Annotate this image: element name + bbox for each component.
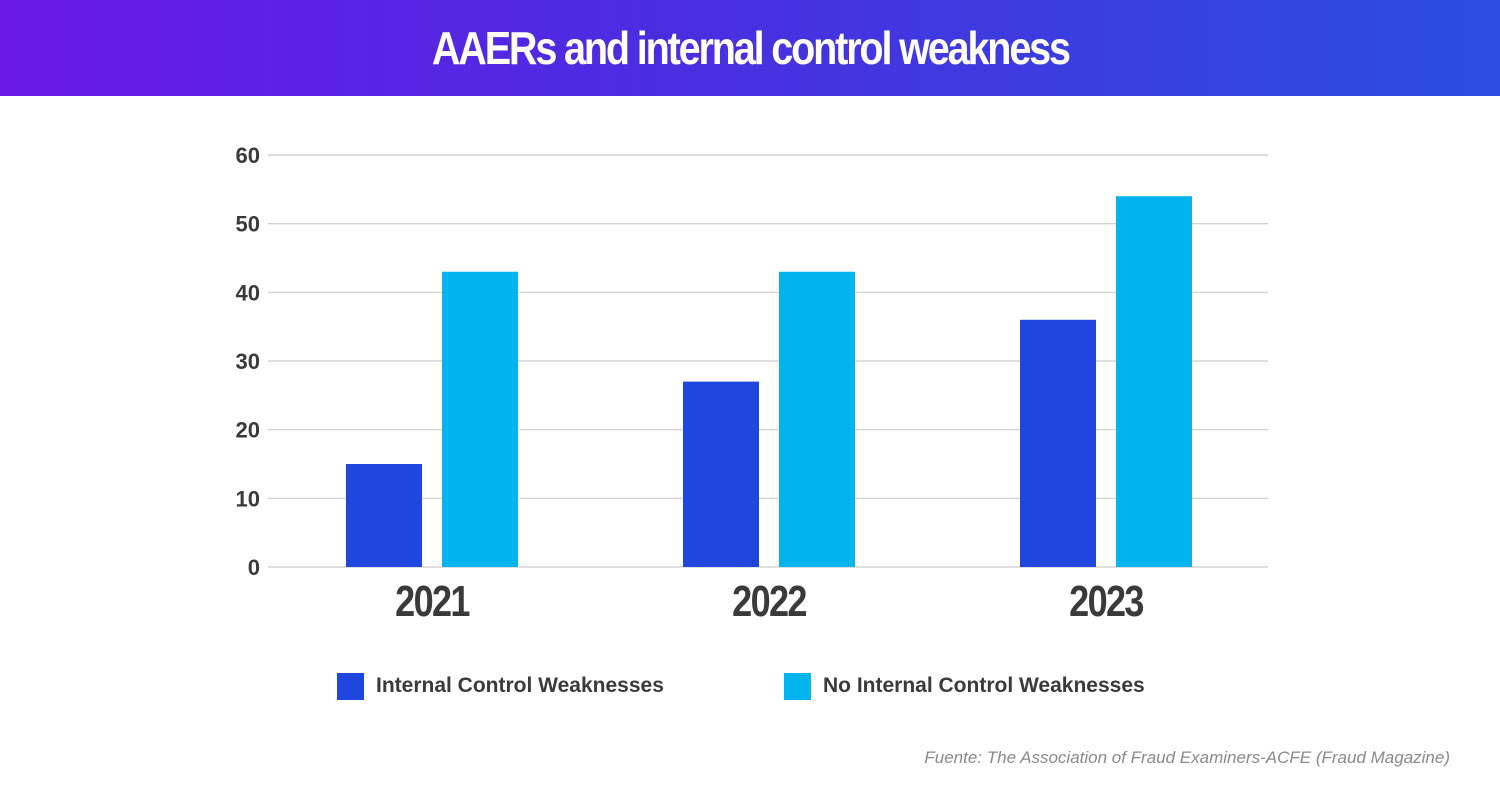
legend-swatch-no-internal <box>784 672 811 700</box>
source-note: Fuente: The Association of Fraud Examine… <box>924 748 1450 767</box>
x-tick-label: 2021 <box>395 577 470 626</box>
x-tick-label: 2023 <box>1069 577 1143 626</box>
y-tick-label: 20 <box>236 418 260 443</box>
bar-no-internal-2021 <box>442 271 518 567</box>
y-tick-label: 40 <box>236 280 260 305</box>
y-tick-label: 10 <box>236 486 260 511</box>
bar-no-internal-2022 <box>779 271 855 567</box>
y-tick-label: 50 <box>236 212 260 237</box>
legend-item-no-internal: No Internal Control Weaknesses <box>784 672 1145 700</box>
legend-item-internal: Internal Control Weaknesses <box>337 672 664 700</box>
bar-no-internal-2023 <box>1116 196 1192 567</box>
y-tick-label: 60 <box>236 143 260 168</box>
legend-label-internal: Internal Control Weaknesses <box>376 674 664 697</box>
title-banner: AAERs and internal control weakness <box>0 0 1500 96</box>
bar-internal-2021 <box>346 464 422 567</box>
chart-title: AAERs and internal control weakness <box>431 22 1070 74</box>
bar-chart: 0 10 20 30 40 50 60 2021 2022 2023 <box>236 143 1268 626</box>
y-tick-label: 30 <box>236 349 260 374</box>
bar-internal-2023 <box>1020 319 1096 567</box>
bar-internal-2022 <box>683 381 759 567</box>
legend-label-no-internal: No Internal Control Weaknesses <box>823 674 1145 697</box>
x-tick-label: 2022 <box>732 577 806 626</box>
legend-swatch-internal <box>337 672 364 700</box>
y-tick-label: 0 <box>248 555 260 580</box>
